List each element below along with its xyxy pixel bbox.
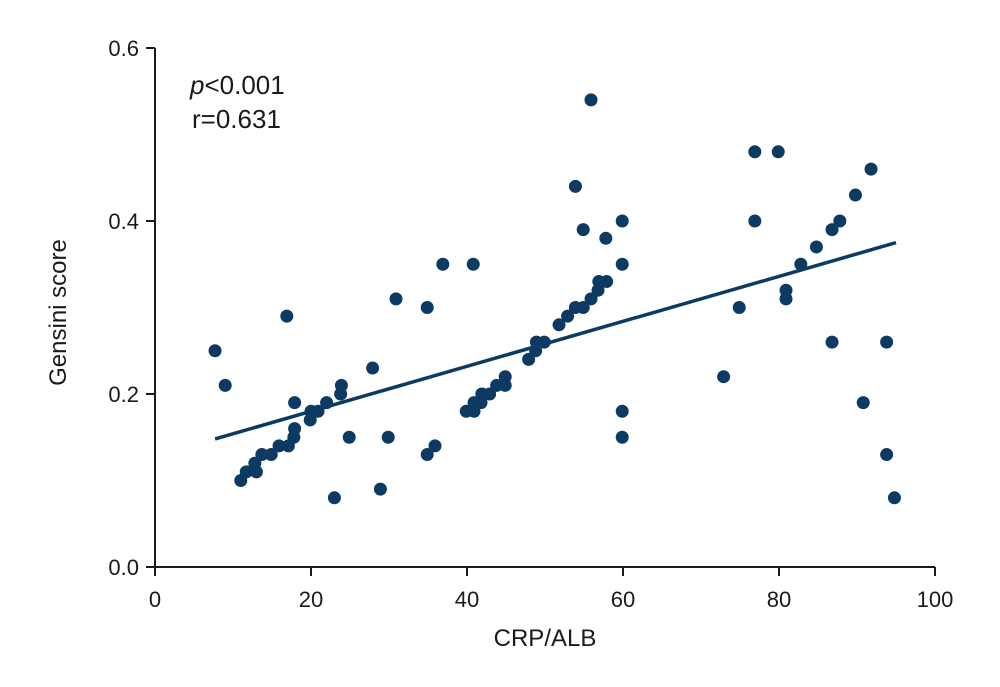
data-point (208, 344, 222, 358)
data-points (208, 93, 901, 505)
data-point (615, 257, 629, 271)
data-point (584, 93, 598, 107)
data-point (467, 404, 481, 418)
x-tick-label: 100 (917, 587, 954, 612)
axes (154, 48, 935, 568)
y-ticks: 0.0 0.2 0.4 0.6 (108, 36, 155, 580)
x-tick-label: 80 (767, 587, 791, 612)
data-point (552, 318, 566, 332)
data-point (887, 491, 901, 505)
data-point (288, 422, 302, 436)
data-point (466, 257, 480, 271)
data-point (615, 430, 629, 444)
y-tick-label: 0.6 (108, 36, 139, 61)
data-point (825, 223, 839, 237)
data-point (239, 465, 253, 479)
data-point (864, 162, 878, 176)
data-point (856, 396, 870, 410)
regression-line (214, 240, 897, 441)
data-point (420, 448, 434, 462)
y-tick-label: 0.4 (108, 209, 139, 234)
data-point (599, 231, 613, 245)
y-axis-title: Gensini score (45, 239, 72, 386)
data-point (748, 214, 762, 228)
data-point (576, 223, 590, 237)
r-value-annotation: r=0.631 (192, 104, 281, 134)
data-point (373, 482, 387, 496)
data-point (833, 214, 847, 228)
data-point (809, 240, 823, 254)
data-point (825, 335, 839, 349)
data-point (748, 145, 762, 159)
y-tick-label: 0.0 (108, 555, 139, 580)
x-axis-title: CRP/ALB (494, 625, 597, 652)
data-point (568, 179, 582, 193)
data-point (381, 430, 395, 444)
x-tick-label: 20 (299, 587, 323, 612)
data-point (428, 439, 442, 453)
data-point (255, 448, 269, 462)
data-point (880, 335, 894, 349)
data-point (436, 257, 450, 271)
data-point (249, 465, 263, 479)
data-point (280, 309, 294, 323)
data-point (576, 301, 590, 314)
data-point (327, 491, 341, 505)
p-value-text: <0.001 (204, 70, 284, 100)
data-point (600, 275, 614, 289)
data-point (561, 309, 575, 323)
x-ticks: 0 20 40 60 80 100 (149, 567, 953, 612)
data-point (615, 214, 629, 228)
data-point (389, 292, 403, 306)
data-point (615, 404, 629, 418)
x-tick-label: 60 (611, 587, 635, 612)
data-point (483, 387, 497, 401)
data-point (218, 378, 232, 392)
data-point (264, 448, 278, 462)
y-tick-label: 0.2 (108, 382, 139, 407)
data-point (584, 292, 598, 306)
data-point (771, 145, 785, 159)
data-point (420, 301, 434, 314)
data-point (334, 378, 348, 392)
data-point (522, 352, 536, 366)
data-point (779, 292, 793, 306)
data-point (498, 378, 512, 392)
data-point (342, 430, 356, 444)
data-point (732, 301, 746, 314)
data-point (880, 448, 894, 462)
data-point (717, 370, 731, 384)
x-tick-label: 0 (149, 587, 161, 612)
data-point (272, 439, 286, 453)
p-value-annotation: p<0.001 (189, 70, 285, 100)
data-point (848, 188, 862, 202)
data-point (366, 361, 380, 375)
x-tick-label: 40 (455, 587, 479, 612)
data-point (288, 396, 302, 410)
p-symbol: p (189, 70, 204, 100)
